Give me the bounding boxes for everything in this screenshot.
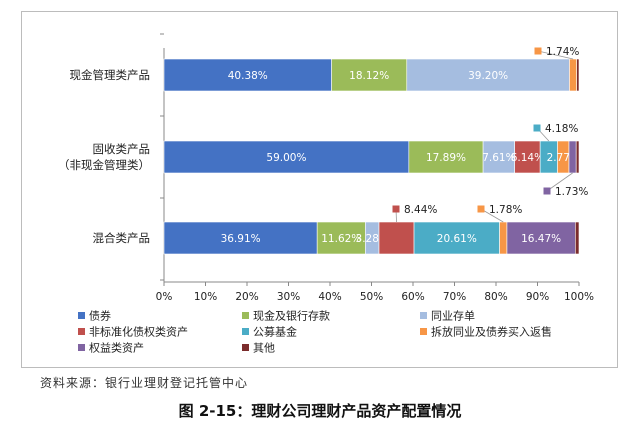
callout-marker [543,187,551,195]
callout-leader [546,172,573,192]
x-tick-label: 50% [360,291,383,303]
legend-label: 拆放同业及债券买入返售 [431,325,552,339]
bar-segment [331,58,408,92]
callout-marker [477,205,485,213]
callout-marker [534,47,542,55]
x-tick-label: 0% [156,291,173,303]
legend-label: 公募基金 [253,325,297,339]
callout-marker [392,205,400,213]
data-label: 7.61% [482,152,515,164]
bar-segment [568,140,577,174]
x-tick-label: 40% [318,291,341,303]
bar-segment [378,221,415,255]
legend-label: 同业存单 [431,309,475,323]
legend-label: 非标准化债权类资产 [89,325,188,339]
legend-swatch [78,344,85,351]
bar-segment [482,140,515,174]
callout-leader [480,208,504,223]
legend-swatch [242,344,249,351]
bar-segment [576,58,580,92]
source-note: 资料来源：银行业理财登记托管中心 [40,376,249,390]
legend-swatch [242,328,249,335]
figure-caption: 图 2-15：理财公司理财产品资产配置情况 [178,402,462,420]
data-label: 39.20% [468,70,508,82]
data-label: 11.62% [321,233,361,245]
data-label: 40.38% [228,70,268,82]
bar-segment [499,221,508,255]
data-label: 6.14% [511,152,544,164]
legend-label: 现金及银行存款 [253,309,330,323]
x-tick-label: 90% [526,291,549,303]
category-label: 混合类产品 [93,231,151,245]
callout-label: 4.18% [545,123,578,135]
data-label: 16.47% [521,233,561,245]
x-tick-label: 80% [484,291,507,303]
x-tick-label: 70% [443,291,466,303]
x-tick-label: 60% [401,291,424,303]
category-label: （非现金管理类） [58,158,150,172]
data-label: 20.61% [437,233,477,245]
legend-swatch [420,328,427,335]
callout-marker [533,124,541,132]
legend-label: 债券 [89,309,111,323]
data-label: 59.00% [266,152,306,164]
legend-swatch [78,328,85,335]
callout-label: 1.78% [489,204,522,216]
legend-label: 权益类资产 [89,341,144,355]
x-tick-label: 10% [194,291,217,303]
data-label: 36.91% [221,233,261,245]
x-tick-label: 30% [277,291,300,303]
legend-label: 其他 [253,342,275,355]
chart-frame [21,11,618,368]
data-label: 18.12% [349,70,389,82]
callout-label: 1.73% [555,186,588,198]
bar-segment [316,221,366,255]
data-label: 17.89% [426,152,466,164]
callout-label: 1.74% [546,46,579,58]
bar-segment [408,140,484,174]
bar-segment [413,221,500,255]
callout-label: 8.44% [404,204,437,216]
bar-segment [575,221,580,255]
category-label: 固收类产品 [93,142,151,156]
legend-swatch [420,312,427,319]
bar-segment [506,221,576,255]
legend-swatch [78,312,85,319]
legend-swatch [242,312,249,319]
category-label: 现金管理类产品 [70,68,151,82]
callout-leader [537,50,574,60]
bar-segment [575,140,580,174]
x-tick-label: 100% [564,291,594,303]
bar-segment [569,58,577,92]
x-tick-label: 20% [235,291,258,303]
bar-segment [163,140,410,174]
